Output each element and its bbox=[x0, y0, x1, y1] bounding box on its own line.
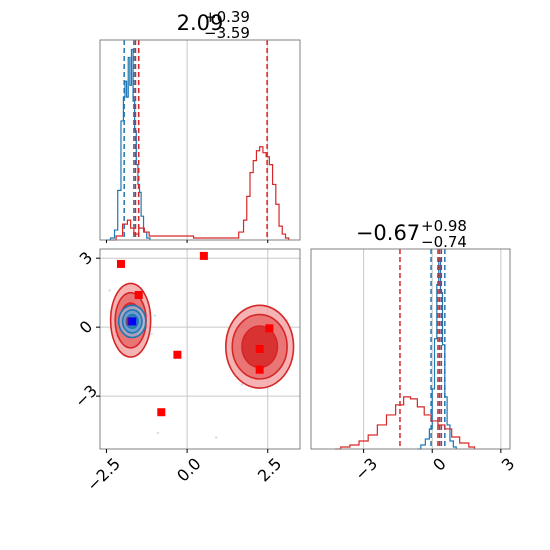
red-marker bbox=[265, 324, 274, 333]
joint-x-tick-label: 2.5 bbox=[254, 454, 285, 485]
blue-marker bbox=[128, 317, 137, 326]
panel-frame bbox=[310, 248, 511, 450]
joint-x-tick-label: −2.5 bbox=[83, 454, 124, 495]
red-marker bbox=[157, 408, 166, 417]
scatter-point bbox=[150, 332, 153, 336]
joint-scatter-contour: −2.5 0.0 2.5 3 0 −3 bbox=[71, 248, 301, 495]
marginal-1-title: 2.09 bbox=[177, 11, 224, 35]
panel-frame bbox=[99, 39, 301, 241]
histogram-series-0 bbox=[106, 48, 151, 241]
histogram-series-1 bbox=[335, 396, 476, 450]
marginal-2-title-plus: +0.98 bbox=[421, 217, 467, 235]
histogram-series-1 bbox=[111, 146, 290, 241]
marginal-2-title-value: −0.67 bbox=[356, 221, 420, 245]
marginal-histogram-param-2: −3 0 3 bbox=[310, 248, 519, 484]
red-marker bbox=[199, 251, 208, 260]
joint-x-tick-label: 0.0 bbox=[173, 454, 204, 485]
marginal-2-x-tick-label: 3 bbox=[498, 454, 519, 475]
red-marker bbox=[255, 365, 264, 374]
panel-frame bbox=[99, 248, 301, 450]
scatter-point bbox=[214, 436, 218, 439]
red-marker bbox=[134, 290, 143, 299]
marginal-1-title-plus: +0.39 bbox=[204, 8, 250, 26]
scatter-point bbox=[156, 431, 160, 435]
joint-y-tick-label: 0 bbox=[76, 317, 97, 338]
marginal-histogram-param-1 bbox=[99, 39, 301, 243]
marginal-1-title-value: 2.09 bbox=[177, 11, 224, 35]
red-marker bbox=[255, 345, 264, 353]
marginal-1-title-minus: −3.59 bbox=[204, 24, 250, 42]
scatter-point bbox=[240, 383, 244, 386]
marginal-2-x-tick-label: 0 bbox=[429, 454, 450, 475]
marginal-2-title-minus: −0.74 bbox=[421, 233, 467, 251]
joint-y-tick-label: −3 bbox=[71, 381, 101, 411]
marginal-2-x-tick-label: −3 bbox=[351, 454, 381, 484]
scatter-point bbox=[153, 314, 157, 317]
histogram-series-0 bbox=[417, 257, 457, 450]
red-marker bbox=[116, 259, 125, 268]
scatter-point bbox=[108, 289, 111, 292]
joint-y-tick-label: 3 bbox=[76, 248, 97, 269]
red-marker bbox=[173, 350, 182, 359]
